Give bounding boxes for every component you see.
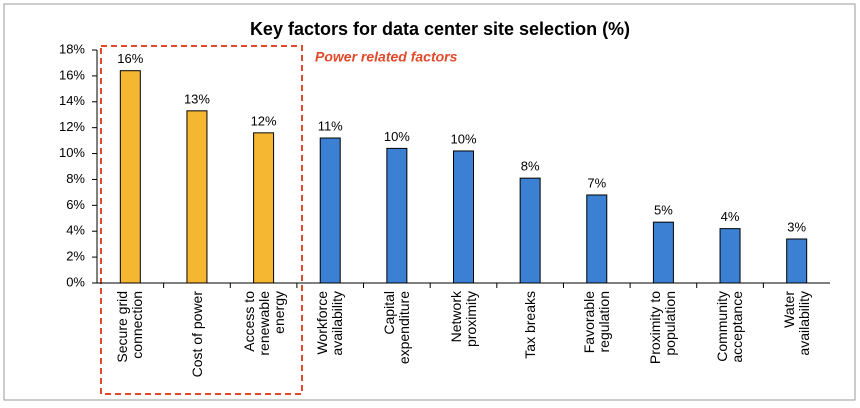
x-tick-label: Favorable regulation [580,291,612,354]
x-tick-label: Community acceptance [714,291,746,363]
value-label: 4% [721,209,740,224]
bar [119,70,141,284]
highlight-box [100,45,303,395]
bar [253,132,275,284]
value-label: 11% [318,118,343,133]
value-label: 7% [587,175,606,190]
y-tick-label: 6% [66,197,85,212]
value-label: 12% [251,113,277,128]
bar [719,228,741,284]
y-tick-label: 16% [59,67,85,82]
y-tick-label: 4% [66,223,85,238]
bar [386,147,408,284]
bar [586,194,608,284]
x-tick-label: Cost of power [188,291,205,378]
y-tick-label: 8% [66,171,85,186]
y-tick-label: 10% [59,145,85,160]
value-label: 5% [654,203,673,218]
y-tick-label: 2% [66,249,85,264]
value-label: 16% [117,51,143,66]
value-label: 13% [184,91,210,106]
bar [652,221,674,284]
y-tick-label: 14% [59,93,85,108]
x-tick-label: Capital expenditure [380,291,412,365]
value-label: 3% [787,219,806,234]
x-tick-label: Proximity to population [647,291,679,365]
value-label: 8% [521,159,540,174]
bar [786,238,808,284]
value-label: 10% [450,131,476,146]
bar [319,137,341,284]
y-tick-label: 18% [59,41,85,56]
chart-title: Key factors for data center site selecti… [250,19,630,39]
x-tick-label: Secure grid connection [114,291,146,363]
bar [519,177,541,284]
annotation: Power related factors [315,49,458,65]
bar [453,150,474,284]
y-tick-label: 12% [59,119,85,134]
x-tick-label: Tax breaks [521,291,538,359]
value-label: 10% [384,129,410,144]
frame [3,3,856,401]
x-tick-label: Workforce availability [314,291,346,356]
x-tick-label: Water availability [780,291,812,356]
x-tick-label: Network proximity [447,291,479,348]
y-tick-label: 0% [66,274,85,289]
x-tick-label: Access to renewable energy [240,291,287,356]
bar [186,110,208,284]
